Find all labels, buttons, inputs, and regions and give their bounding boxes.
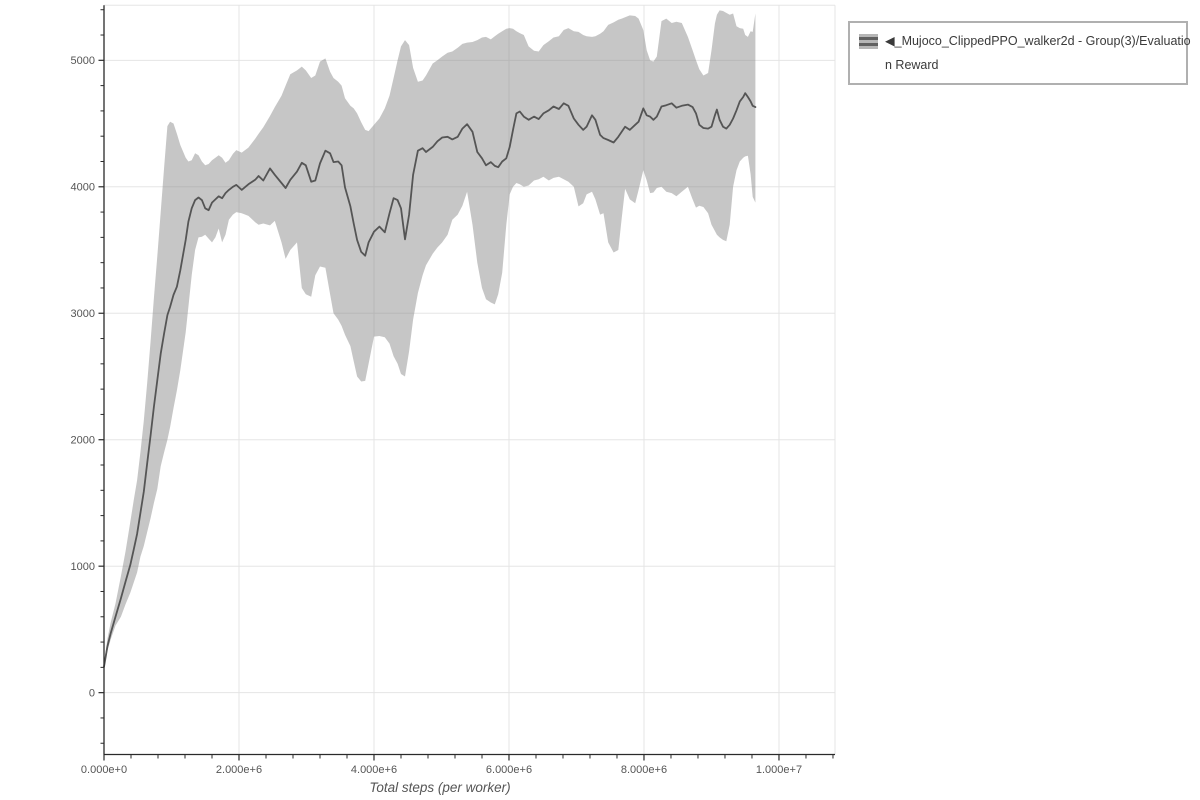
y-tick-label-4000: 4000 (71, 182, 95, 194)
y-tick-label-2000: 2000 (71, 435, 95, 447)
axis-layer: 0 1000 2000 3000 4000 5000 0.000e+0 2.000e+6 4.0… (71, 5, 835, 776)
x-tick-label-8000000: 8.000e+6 (621, 764, 667, 776)
y-tick-label-0: 0 (89, 687, 95, 699)
series-band-swatch-icon (859, 34, 878, 49)
x-axis-title: Total steps (per worker) (369, 780, 510, 795)
legend: ◀_Mujoco_ClippedPPO_walker2d - Group(3)/… (848, 21, 1191, 85)
x-tick-label-2000000: 2.000e+6 (216, 764, 262, 776)
legend-label: ◀_Mujoco_ClippedPPO_walker2d - Group(3)/… (885, 29, 1191, 77)
grid-layer (104, 4, 836, 755)
x-tick-label-6000000: 6.000e+6 (486, 764, 532, 776)
y-tick-label-3000: 3000 (71, 308, 95, 320)
reward-minmax-band (104, 10, 756, 669)
legend-label-line1: ◀_Mujoco_ClippedPPO_walker2d - Group(3)/… (885, 34, 1191, 48)
x-tick-label-10000000: 1.000e+7 (756, 764, 802, 776)
legend-label-line2: n Reward (885, 58, 939, 72)
reward-series-layer (103, 10, 757, 669)
legend-item-walker2d[interactable]: ◀_Mujoco_ClippedPPO_walker2d - Group(3)/… (859, 29, 1191, 77)
x-tick-label-4000000: 4.000e+6 (351, 764, 397, 776)
y-tick-label-1000: 1000 (71, 561, 95, 573)
x-tick-label-0: 0.000e+0 (81, 764, 127, 776)
y-tick-label-5000: 5000 (71, 55, 95, 67)
reward-mean-line (103, 92, 757, 668)
